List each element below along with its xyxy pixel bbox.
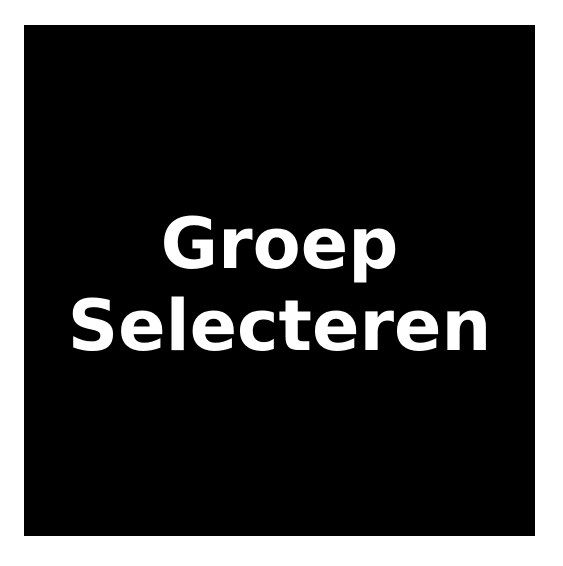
select-group-label-line1: Groep bbox=[160, 202, 399, 285]
select-group-button[interactable]: Groep Selecteren bbox=[24, 25, 535, 536]
select-group-label: Groep Selecteren bbox=[68, 203, 492, 367]
select-group-label-line2: Selecteren bbox=[67, 284, 492, 367]
